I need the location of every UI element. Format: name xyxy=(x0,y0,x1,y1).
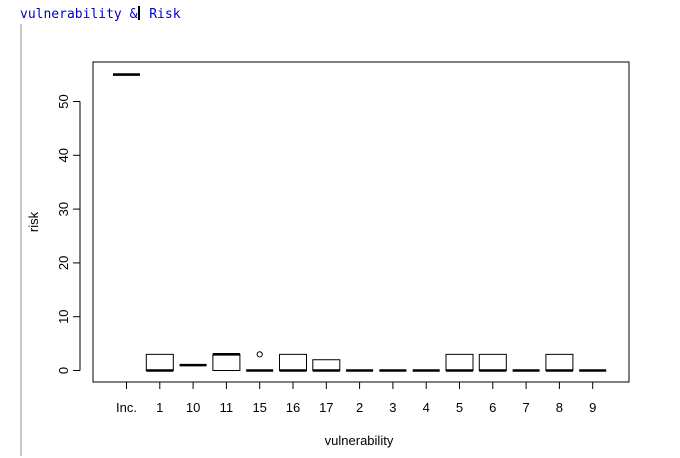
outlier-point xyxy=(256,351,263,358)
box-11 xyxy=(212,353,241,371)
boxes xyxy=(113,73,607,372)
console-command: vulnerability & Risk xyxy=(20,6,181,22)
x-tick-label: 3 xyxy=(389,400,396,415)
y-tick-label: 50 xyxy=(56,94,71,108)
x-tick-label: 9 xyxy=(589,400,596,415)
x-tick-label: 1 xyxy=(156,400,163,415)
y-tick-label: 20 xyxy=(56,256,71,270)
x-tick-label: 5 xyxy=(456,400,463,415)
y-tick-label: 40 xyxy=(56,148,71,162)
box-16 xyxy=(279,353,307,372)
box-17 xyxy=(312,359,341,372)
box-iqr xyxy=(212,353,241,371)
x-tick-label: 7 xyxy=(522,400,529,415)
box-5 xyxy=(445,353,474,372)
box-1 xyxy=(145,353,174,372)
y-axis: 0 10 20 30 40 50 xyxy=(56,94,81,374)
box-iqr xyxy=(312,359,341,371)
x-tick-label: 8 xyxy=(556,400,563,415)
x-tick-label: 10 xyxy=(186,400,200,415)
box-iqr xyxy=(145,353,174,371)
x-tick-label: 2 xyxy=(356,400,363,415)
box-6 xyxy=(478,353,507,372)
console-suffix: Risk xyxy=(141,7,181,22)
y-axis-label: risk xyxy=(26,211,41,232)
box-iqr xyxy=(279,353,307,371)
box-iqr xyxy=(478,353,507,371)
x-tick-label: 6 xyxy=(489,400,496,415)
y-tick-label: 0 xyxy=(56,367,71,374)
x-tick-label: 4 xyxy=(423,400,430,415)
y-tick-label: 10 xyxy=(56,309,71,323)
box-15 xyxy=(246,351,274,372)
y-tick-label: 30 xyxy=(56,202,71,216)
plot-frame xyxy=(92,61,630,383)
box-iqr xyxy=(445,353,474,371)
x-tick-label: 11 xyxy=(220,400,234,415)
x-tick-label: Inc. xyxy=(116,400,137,415)
x-tick-label: 15 xyxy=(252,400,266,415)
box-iqr xyxy=(545,353,574,371)
box-8 xyxy=(545,353,574,372)
x-tick-label: 17 xyxy=(319,400,333,415)
text-cursor xyxy=(138,6,141,20)
x-axis: Inc. 1 10 11 15 16 17 2 3 4 5 6 7 8 9 xyxy=(116,381,596,415)
console-left-border xyxy=(20,24,22,456)
x-axis-label: vulnerability xyxy=(325,433,394,448)
x-tick-label: 16 xyxy=(286,400,300,415)
console-prefix: vulnerability & xyxy=(20,7,138,22)
